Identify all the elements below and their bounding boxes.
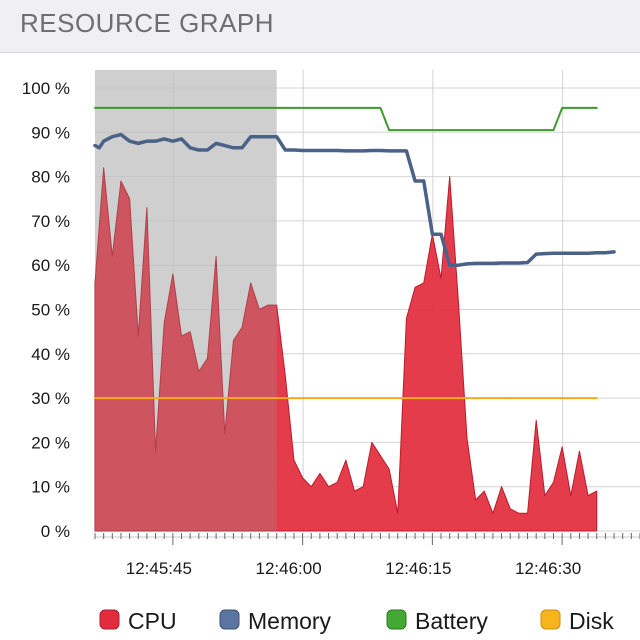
- highlight-window-overlay: [95, 70, 277, 531]
- y-tick-label: 0 %: [41, 522, 70, 541]
- y-tick-label: 30 %: [31, 389, 70, 408]
- x-tick-label: 12:45:45: [126, 559, 192, 578]
- y-tick-label: 70 %: [31, 212, 70, 231]
- x-tick-label: 12:46:15: [385, 559, 451, 578]
- y-tick-label: 90 %: [31, 123, 70, 142]
- memory-line: [93, 132, 616, 267]
- cpu-area: [94, 167, 598, 532]
- y-tick-label: 80 %: [31, 168, 70, 187]
- legend-disk-label: Disk: [569, 608, 614, 634]
- legend-battery-swatch: [386, 609, 407, 630]
- legend-cpu-label: CPU: [128, 608, 177, 634]
- y-tick-label: 60 %: [31, 256, 70, 275]
- legend-disk-swatch: [540, 609, 561, 630]
- legend-memory-label: Memory: [248, 608, 332, 634]
- legend-battery-label: Battery: [415, 608, 488, 634]
- legend-cpu-swatch: [99, 609, 120, 630]
- legend-memory-swatch: [219, 609, 240, 630]
- header-bar: RESOURCE GRAPH: [0, 0, 640, 53]
- page-title: RESOURCE GRAPH: [20, 8, 275, 38]
- y-tick-label: 10 %: [31, 478, 70, 497]
- y-tick-label: 50 %: [31, 301, 70, 320]
- x-tick-label: 12:46:30: [515, 559, 581, 578]
- x-tick-label: 12:46:00: [256, 559, 322, 578]
- battery-line: [94, 106, 598, 132]
- y-tick-label: 20 %: [31, 433, 70, 452]
- y-tick-label: 100 %: [22, 79, 70, 98]
- y-tick-label: 40 %: [31, 345, 70, 364]
